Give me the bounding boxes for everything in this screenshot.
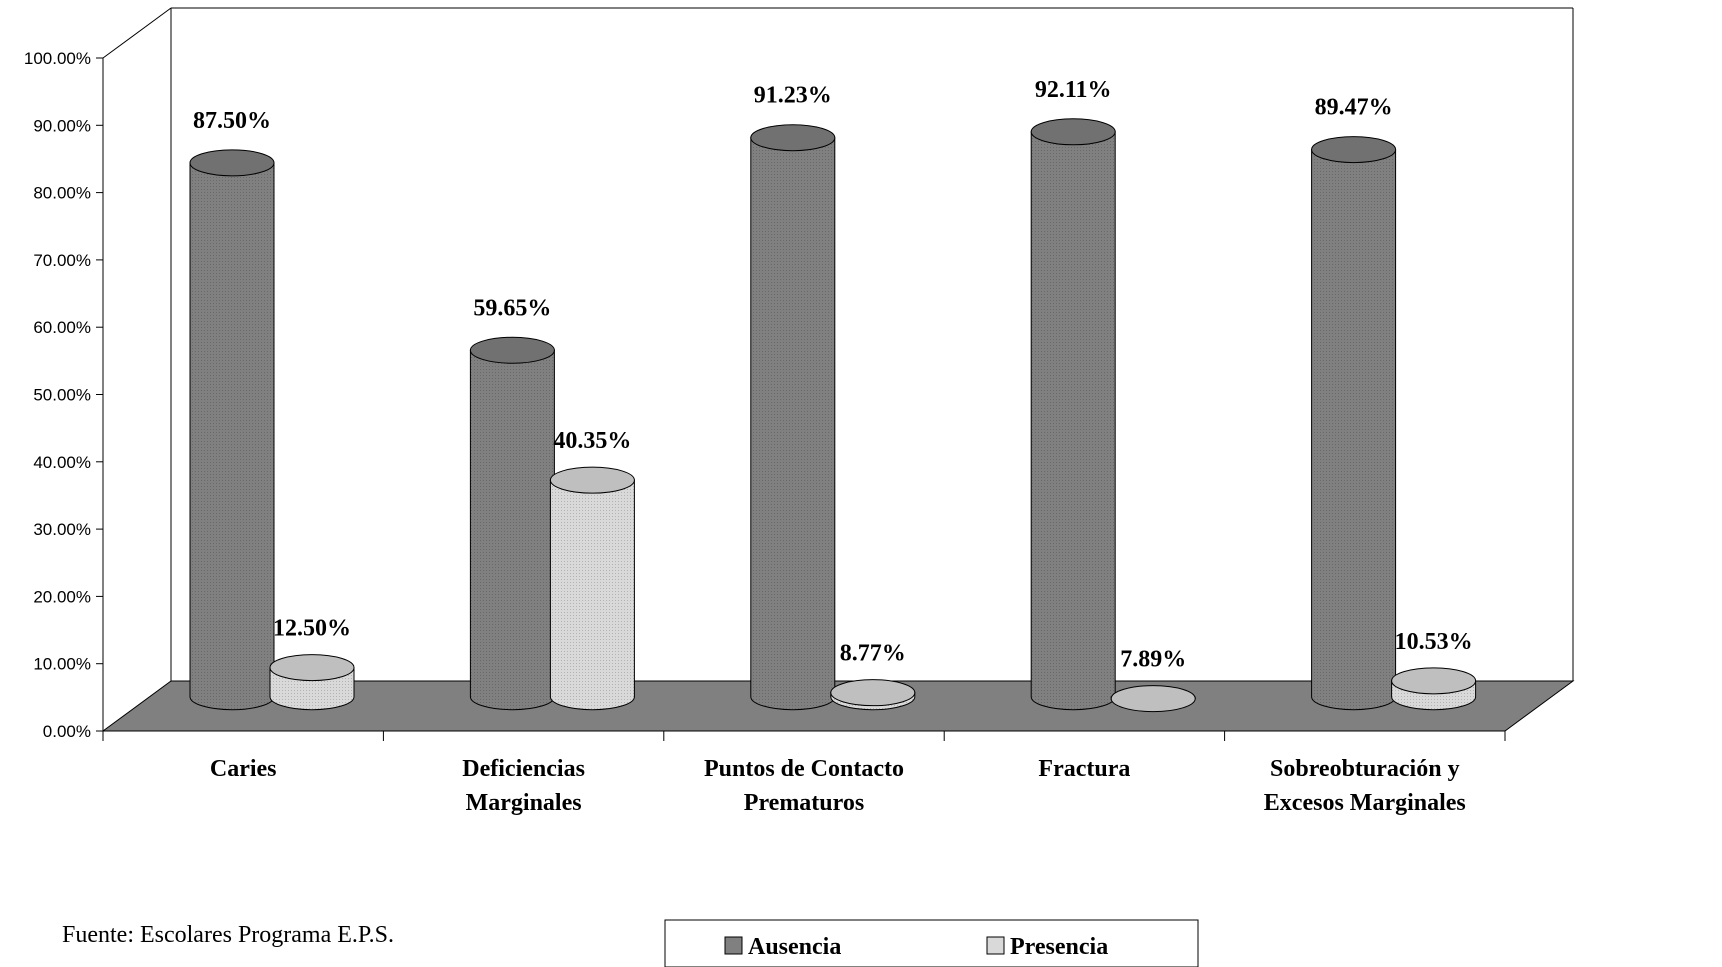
bar-presencia-0: 12.50% [269,616,355,711]
x-tick-label-line: Sobreobturación y [1270,756,1460,782]
bar-top [1311,136,1397,164]
bar-ausencia-3: 92.11% [1030,77,1116,711]
data-label: 10.53% [1395,629,1473,655]
data-label: 89.47% [1315,95,1393,121]
bar-texture [750,137,835,710]
bar-ausencia-2: 91.23% [750,83,836,711]
y-tick-label: 40.00% [33,453,91,472]
x-tick-label-line: Marginales [466,790,582,816]
y-tick-label: 60.00% [33,318,91,337]
bar-top [469,336,555,364]
y-tick-label: 20.00% [33,587,91,606]
bars: 87.50% 12.50% 59.65% 40.35% 91.23% 8.77% 92.11… [189,77,1477,713]
y-axis: 0.00% 10.00% 20.00% 30.00% 40.00% 50.00% 60.00… [24,49,103,741]
data-label: 87.50% [193,108,271,134]
data-label: 8.77% [840,641,906,667]
y-tick-label: 30.00% [33,520,91,539]
bar-top [1110,685,1196,713]
bar-ausencia-4: 89.47% [1311,95,1397,711]
bar-ausencia-1: 59.65% [469,295,555,711]
bar-texture [1031,131,1116,710]
bar-presencia-1: 40.35% [549,428,635,711]
data-label: 12.50% [273,616,351,642]
x-tick-label: Sobreobturación y Excesos Marginales [1264,756,1466,816]
x-tick-label-line: Caries [210,756,277,782]
x-tick-label: Fractura [1038,756,1130,782]
bar-top [549,466,635,494]
side-wall-top-edge [102,7,172,59]
legend-box [664,919,1199,967]
bar-top [1391,667,1477,695]
legend-label: Ausencia [748,934,841,960]
x-tick-label: Caries [210,756,277,782]
x-tick-label-line: Puntos de Contacto [704,756,904,782]
y-tick-label: 50.00% [33,386,91,405]
bar-top [1030,118,1116,146]
bar-top [189,149,275,177]
y-tick-label: 80.00% [33,184,91,203]
x-tick-label-line: Deficiencias [462,756,585,782]
bar-top [269,654,355,682]
bar-texture [470,350,555,710]
bar-texture [190,162,274,710]
data-label: 40.35% [553,428,631,454]
data-label: 7.89% [1120,647,1186,673]
data-label: 91.23% [754,83,832,109]
bar-presencia-3: 7.89% [1110,647,1196,713]
y-tick-label: 10.00% [33,655,91,674]
legend-label: Presencia [1010,934,1108,960]
bar-ausencia-0: 87.50% [189,108,275,711]
legend: Ausencia Presencia [664,919,1199,967]
bar-presencia-4: 10.53% [1391,629,1477,711]
x-tick-label: Puntos de Contacto Prematuros [704,756,904,816]
x-tick-label-line: Fractura [1038,756,1130,782]
x-tick-label-line: Excesos Marginales [1264,790,1466,816]
bar-texture [1311,149,1396,710]
source-note: Fuente: Escolares Programa E.P.S. [62,922,394,948]
data-label: 59.65% [473,295,551,321]
data-label: 92.11% [1035,77,1112,103]
x-tick-label: Deficiencias Marginales [462,756,585,816]
x-tick-label-line: Prematuros [744,790,864,816]
legend-key-presencia [986,936,1005,955]
y-tick-label: 100.00% [24,49,91,68]
legend-key-ausencia [724,936,743,955]
y-tick-label: 90.00% [33,116,91,135]
y-tick-label: 0.00% [43,722,91,741]
bar-presencia-2: 8.77% [830,641,916,711]
bar-top [750,124,836,152]
y-tick-label: 70.00% [33,251,91,270]
bar-texture [550,480,635,710]
x-axis: Caries Deficiencias Marginales Puntos de Co… [102,730,1506,816]
bar-top [830,679,916,707]
